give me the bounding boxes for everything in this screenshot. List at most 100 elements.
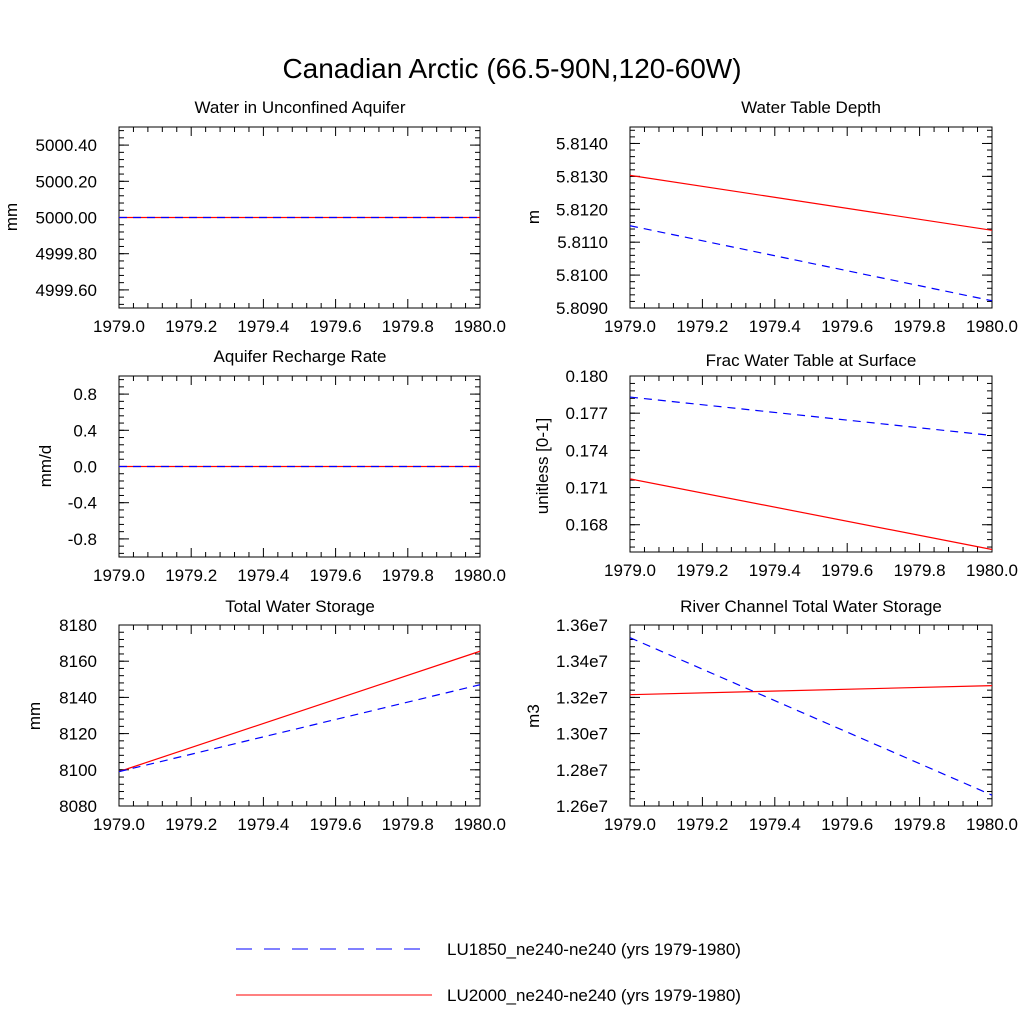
- y-axis-label: mm: [2, 203, 21, 231]
- y-tick-label: 0.177: [565, 404, 608, 423]
- series-line-lu2000: [629, 685, 993, 696]
- series-line-lu2000: [118, 650, 481, 773]
- y-tick-label: 8080: [59, 797, 97, 816]
- panel-title: Frac Water Table at Surface: [706, 351, 917, 370]
- x-tick-label: 1979.6: [821, 815, 873, 834]
- x-tick-label: 1980.0: [966, 561, 1018, 580]
- panel-total-water-storage: Total Water Storage mm: [25, 597, 375, 730]
- y-tick-label: 1.28e7: [556, 761, 608, 780]
- y-tick-label: 5.8140: [556, 134, 608, 153]
- x-tick-label: 1979.0: [604, 317, 656, 336]
- panel-title: Water Table Depth: [741, 98, 881, 117]
- x-tick-label: 1979.4: [237, 815, 289, 834]
- y-tick-label: 4999.60: [36, 281, 97, 300]
- y-tick-label: 8180: [59, 616, 97, 635]
- x-tick-label: 1979.8: [894, 815, 946, 834]
- plot-4: 1979.0 1979.2 1979.4 1979.6 1979.8 1980.0 8080…: [59, 616, 506, 834]
- plot-frame: [118, 624, 481, 807]
- y-tick-label: 8120: [59, 725, 97, 744]
- y-tick-label: 4999.80: [36, 245, 97, 264]
- y-tick-label: 0.171: [565, 479, 608, 498]
- series-line-lu1850: [118, 684, 481, 773]
- legend-label-lu1850: LU1850_ne240-ne240 (yrs 1979-1980): [447, 940, 741, 959]
- legend-label-lu2000: LU2000_ne240-ne240 (yrs 1979-1980): [447, 986, 741, 1005]
- x-tick-label: 1979.4: [237, 566, 289, 585]
- x-tick-label: 1979.0: [604, 561, 656, 580]
- x-tick-label: 1979.6: [821, 317, 873, 336]
- legend: LU1850_ne240-ne240 (yrs 1979-1980) LU200…: [236, 940, 741, 1005]
- x-tick-label: 1979.6: [310, 815, 362, 834]
- panel-title: Aquifer Recharge Rate: [214, 347, 387, 366]
- y-tick-label: 1.30e7: [556, 725, 608, 744]
- y-tick-label: 1.26e7: [556, 797, 608, 816]
- x-tick-label: 1979.8: [382, 566, 434, 585]
- y-tick-label: 8100: [59, 761, 97, 780]
- x-tick-label: 1979.2: [165, 566, 217, 585]
- y-tick-label: 5000.40: [36, 136, 97, 155]
- plot-areas: 1979.0 1979.2 1979.4 1979.6 1979.8 1980.0 4999…: [36, 126, 1018, 834]
- x-tick-label: 1979.6: [310, 317, 362, 336]
- y-tick-label: 1.34e7: [556, 652, 608, 671]
- plot-0: 1979.0 1979.2 1979.4 1979.6 1979.8 1980.0 4999…: [36, 126, 506, 336]
- y-tick-label: 5.8130: [556, 167, 608, 186]
- x-tick-label: 1980.0: [454, 566, 506, 585]
- x-tick-label: 1980.0: [454, 317, 506, 336]
- x-tick-label: 1979.2: [676, 561, 728, 580]
- panel-title: Water in Unconfined Aquifer: [194, 98, 405, 117]
- series-line-lu1850: [629, 637, 993, 796]
- y-tick-label: 5000.00: [36, 209, 97, 228]
- x-tick-label: 1979.6: [821, 561, 873, 580]
- panel-aquifer-recharge-rate: Aquifer Recharge Rate mm/d: [36, 347, 386, 487]
- series-line-lu2000: [629, 174, 993, 231]
- x-tick-label: 1979.4: [749, 561, 801, 580]
- x-tick-label: 1979.2: [165, 317, 217, 336]
- x-tick-label: 1979.8: [894, 317, 946, 336]
- y-tick-label: 5.8120: [556, 200, 608, 219]
- y-axis-label: mm/d: [36, 445, 55, 488]
- y-tick-label: 0.4: [73, 421, 97, 440]
- y-tick-label: 5.8090: [556, 299, 608, 318]
- plot-5: 1979.0 1979.2 1979.4 1979.6 1979.8 1980.0 1.26…: [556, 616, 1018, 834]
- panel-title: River Channel Total Water Storage: [680, 597, 942, 616]
- y-tick-label: -0.4: [68, 494, 97, 513]
- panel-frac-water-table-at-surface: Frac Water Table at Surface unitless [0-…: [533, 351, 916, 514]
- y-tick-label: 0.180: [565, 367, 608, 386]
- x-tick-label: 1979.8: [382, 815, 434, 834]
- figure-title: Canadian Arctic (66.5-90N,120-60W): [282, 53, 741, 84]
- y-tick-label: 5.8110: [557, 233, 608, 252]
- x-tick-label: 1980.0: [966, 317, 1018, 336]
- plot-1: 1979.0 1979.2 1979.4 1979.6 1979.8 1980.0 5.80…: [556, 126, 1018, 336]
- x-tick-label: 1979.0: [93, 815, 145, 834]
- x-tick-label: 1979.2: [676, 317, 728, 336]
- x-tick-label: 1979.4: [749, 815, 801, 834]
- panel-water-table-depth: Water Table Depth m: [524, 98, 881, 224]
- panel-river-channel-total-water-storage: River Channel Total Water Storage m3: [524, 597, 942, 728]
- x-tick-label: 1980.0: [454, 815, 506, 834]
- y-tick-label: 5.8100: [556, 266, 608, 285]
- x-tick-label: 1979.6: [310, 566, 362, 585]
- y-tick-label: 1.36e7: [556, 616, 608, 635]
- y-tick-label: 0.168: [565, 516, 608, 535]
- y-axis-label: m3: [524, 704, 543, 728]
- y-tick-label: 8160: [59, 652, 97, 671]
- x-tick-label: 1980.0: [966, 815, 1018, 834]
- x-tick-label: 1979.4: [749, 317, 801, 336]
- x-tick-label: 1979.2: [165, 815, 217, 834]
- x-tick-label: 1979.0: [93, 566, 145, 585]
- y-tick-label: 0.8: [73, 385, 97, 404]
- x-tick-label: 1979.4: [237, 317, 289, 336]
- y-axis-label: m: [524, 210, 543, 224]
- x-tick-label: 1979.2: [676, 815, 728, 834]
- series-line-lu1850: [629, 225, 993, 302]
- plot-3: 1979.0 1979.2 1979.4 1979.6 1979.8 1980.0 0.16…: [565, 367, 1018, 580]
- y-tick-label: -0.8: [68, 530, 97, 549]
- plot-frame: [629, 126, 993, 309]
- y-axis-label: mm: [25, 702, 44, 730]
- y-tick-label: 8140: [59, 688, 97, 707]
- x-tick-label: 1979.8: [894, 561, 946, 580]
- panel-water-in-unconfined-aquifer: Water in Unconfined Aquifer mm: [2, 98, 406, 231]
- y-tick-label: 1.32e7: [556, 688, 608, 707]
- x-tick-label: 1979.8: [382, 317, 434, 336]
